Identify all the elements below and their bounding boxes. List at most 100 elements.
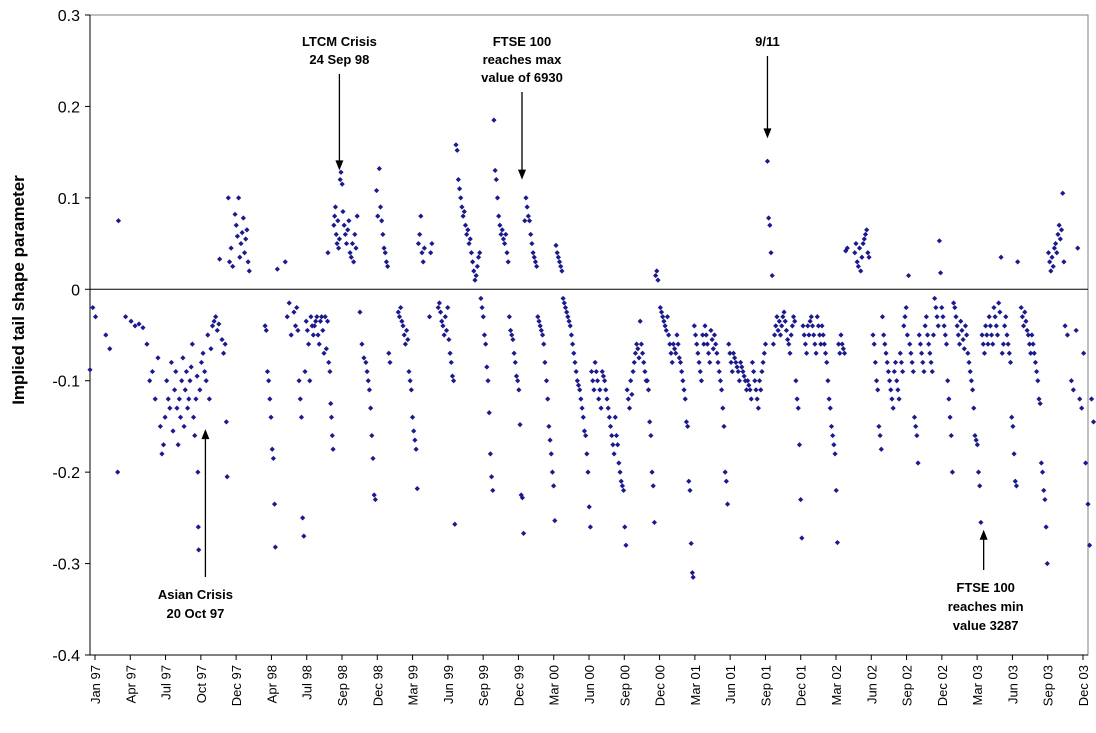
- data-point: [955, 332, 961, 338]
- data-point: [1057, 236, 1063, 242]
- data-point: [628, 378, 634, 384]
- x-tick-label: Mar 02: [829, 665, 844, 705]
- annotation-arrowhead: [201, 429, 210, 440]
- data-point: [339, 181, 345, 187]
- data-point: [1077, 396, 1083, 402]
- data-point: [879, 314, 886, 320]
- data-point: [787, 350, 793, 356]
- x-tick-label: Jun 01: [723, 665, 738, 704]
- data-point: [752, 378, 758, 384]
- data-point: [421, 245, 427, 251]
- data-point: [320, 327, 326, 334]
- data-point: [733, 359, 739, 366]
- data-point: [274, 266, 280, 272]
- data-point: [660, 314, 666, 320]
- x-tick-label: Dec 01: [794, 665, 809, 706]
- data-point: [267, 396, 273, 402]
- data-point: [690, 574, 696, 580]
- data-point: [965, 350, 971, 356]
- data-point: [328, 400, 334, 407]
- data-point: [284, 314, 290, 320]
- data-point: [921, 368, 927, 375]
- data-point: [934, 314, 940, 320]
- data-point: [860, 240, 866, 247]
- data-point: [195, 524, 201, 530]
- data-point: [455, 176, 461, 183]
- data-point: [1070, 387, 1076, 393]
- data-point: [929, 368, 935, 375]
- data-point: [997, 309, 1003, 315]
- data-point: [807, 318, 813, 324]
- data-point: [1041, 487, 1047, 494]
- data-point: [578, 396, 584, 402]
- data-point: [379, 218, 385, 224]
- data-point: [543, 378, 550, 384]
- data-point: [327, 368, 333, 375]
- data-point: [345, 227, 351, 233]
- data-point: [401, 332, 407, 338]
- data-point: [223, 419, 229, 425]
- data-point: [195, 469, 201, 475]
- data-point: [1042, 496, 1048, 503]
- data-point: [412, 437, 418, 443]
- data-point: [680, 378, 686, 384]
- data-point: [419, 250, 425, 256]
- data-point: [749, 359, 756, 366]
- plot-border: [89, 14, 1089, 656]
- data-point: [375, 213, 381, 219]
- data-point: [188, 364, 194, 370]
- data-point: [641, 359, 647, 366]
- data-point: [436, 300, 442, 306]
- data-point: [624, 387, 630, 393]
- data-point: [865, 250, 871, 256]
- data-point: [244, 227, 250, 233]
- data-point: [722, 469, 728, 475]
- data-point: [183, 368, 190, 375]
- x-tick-label: Dec 98: [370, 665, 385, 706]
- data-point: [978, 519, 984, 526]
- data-point: [825, 378, 831, 384]
- annotation: LTCM Crisis 24 Sep 98: [302, 34, 377, 171]
- data-point: [768, 250, 774, 256]
- data-point: [511, 350, 517, 356]
- data-point: [803, 350, 810, 356]
- data-point: [647, 419, 653, 425]
- data-point: [838, 332, 844, 338]
- data-point: [789, 323, 795, 329]
- data-point: [875, 387, 881, 393]
- data-point: [610, 442, 616, 448]
- data-point: [1020, 323, 1027, 329]
- data-point: [115, 218, 122, 224]
- data-point: [170, 428, 176, 434]
- data-point: [710, 346, 716, 352]
- data-point: [1006, 350, 1012, 356]
- data-point: [760, 359, 766, 366]
- annotation-label: FTSE 100: [956, 580, 1015, 595]
- data-point: [607, 423, 614, 430]
- data-point: [545, 396, 551, 402]
- data-point: [793, 378, 799, 384]
- x-tick-label: Sep 00: [617, 665, 632, 706]
- data-point: [1086, 542, 1093, 548]
- data-point: [1029, 332, 1035, 338]
- data-point: [933, 304, 939, 311]
- data-point: [923, 314, 929, 320]
- data-point: [515, 378, 521, 384]
- data-point: [386, 350, 392, 356]
- data-point: [317, 318, 324, 324]
- data-point: [779, 323, 785, 329]
- data-point: [937, 270, 944, 276]
- data-point: [695, 350, 701, 356]
- data-point: [560, 295, 566, 302]
- data-point: [952, 304, 958, 311]
- data-point: [1083, 460, 1089, 466]
- data-point: [197, 387, 203, 393]
- data-point: [364, 368, 370, 375]
- data-point: [443, 327, 450, 334]
- data-point: [953, 314, 959, 320]
- data-point: [296, 378, 302, 384]
- data-points: [87, 117, 1096, 580]
- data-point: [303, 318, 309, 324]
- data-point: [245, 259, 251, 265]
- data-point: [905, 272, 912, 279]
